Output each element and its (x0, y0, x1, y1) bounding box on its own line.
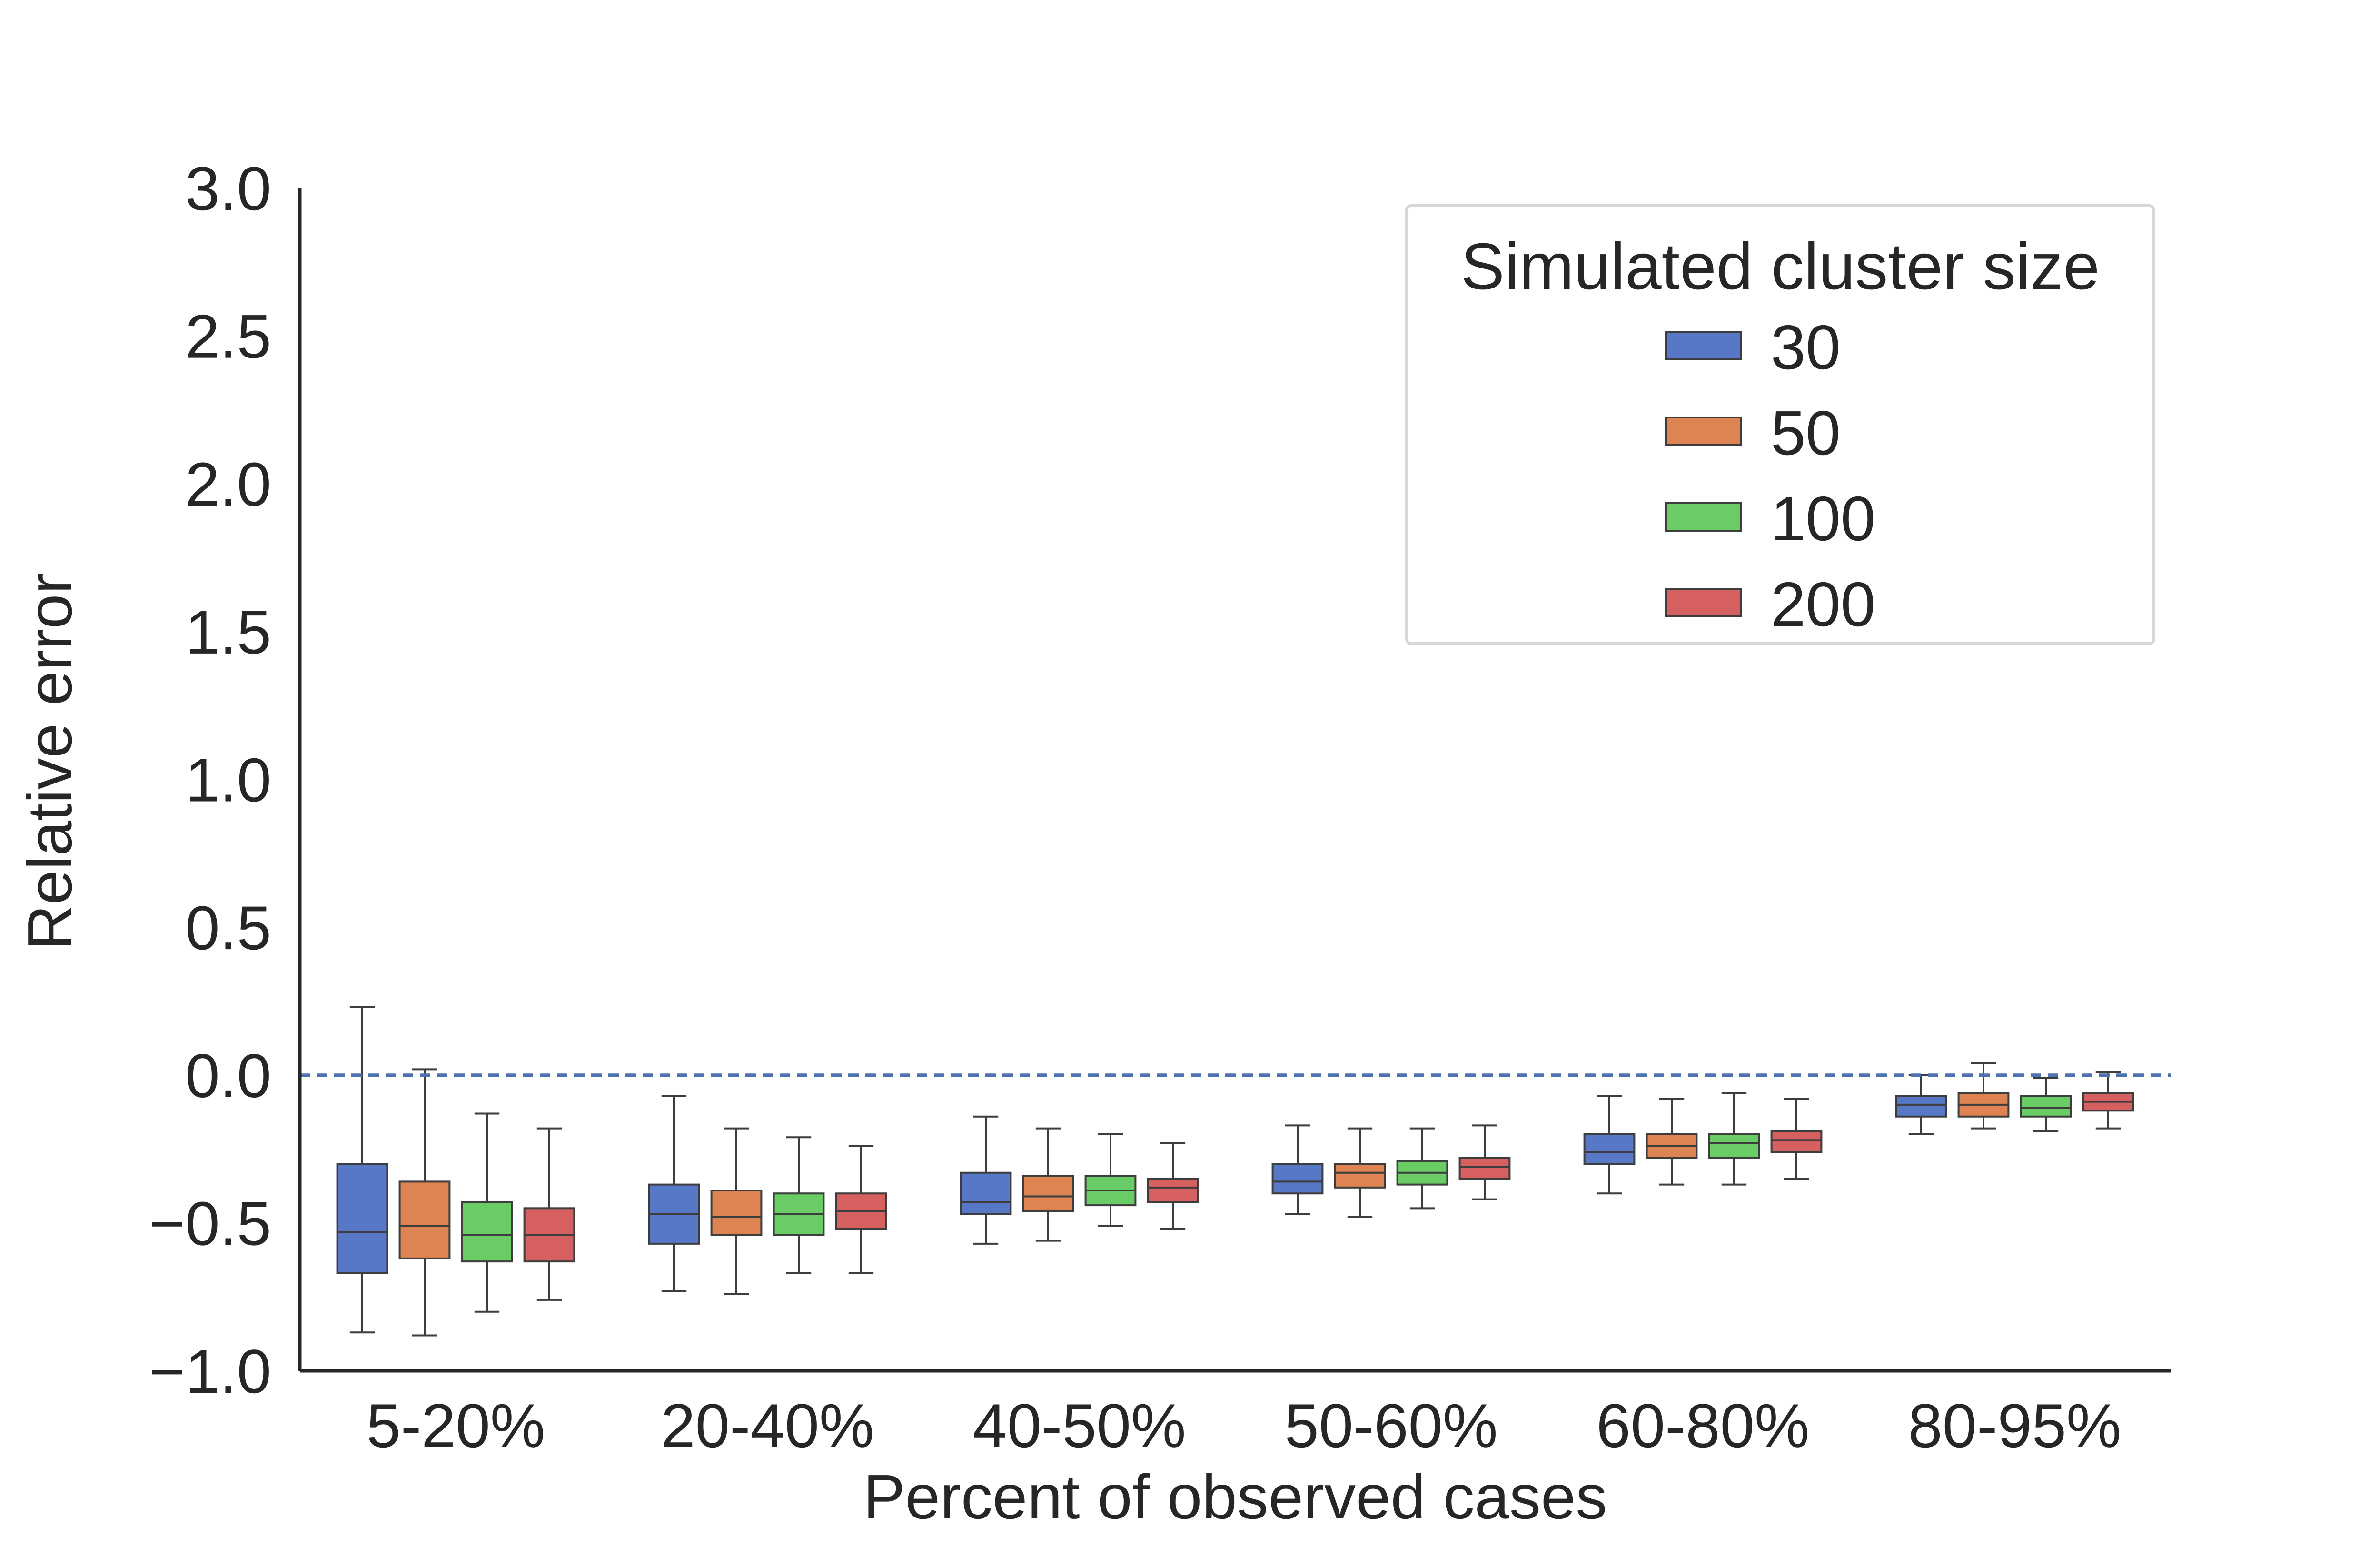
x-tick-label: 80-95% (1908, 1391, 2121, 1460)
box-200-3 (1458, 1124, 1511, 1200)
box-100-4 (1708, 1092, 1760, 1186)
box-body (1708, 1133, 1760, 1159)
y-axis-ticks: 3.0 2.5 2.0 1.5 1.0 0.5 0.0 −0.5 −1.0 (149, 154, 271, 1406)
x-tick-label: 40-50% (972, 1391, 1186, 1460)
y-axis-label: Relative error (15, 573, 85, 950)
box-100-5 (2020, 1077, 2072, 1132)
x-axis-label: Percent of observed cases (863, 1462, 1607, 1532)
box-30-3 (1271, 1124, 1324, 1215)
box-body (1458, 1157, 1511, 1180)
box-body (1147, 1178, 1199, 1203)
y-tick-label: 1.0 (185, 745, 271, 815)
box-200-1 (835, 1145, 887, 1274)
box-body (1271, 1163, 1324, 1195)
box-30-1 (648, 1095, 700, 1292)
y-tick-label: 3.0 (185, 154, 271, 223)
legend-title: Simulated cluster size (1461, 230, 2100, 303)
box-50-4 (1646, 1098, 1698, 1186)
box-30-5 (1895, 1074, 1947, 1135)
legend-swatch (1665, 331, 1742, 360)
x-axis-ticks: 5-20% 20-40% 40-50% 50-60% 60-80% 80-95% (367, 1391, 2122, 1460)
box-body (1895, 1095, 1947, 1118)
box-body (461, 1201, 513, 1263)
box-50-5 (1957, 1062, 2010, 1130)
box-body (710, 1190, 763, 1236)
box-50-3 (1334, 1127, 1386, 1218)
x-tick-label: 20-40% (661, 1391, 874, 1460)
box-200-5 (2082, 1071, 2134, 1130)
legend-label: 30 (1771, 312, 1841, 382)
box-body (960, 1171, 1012, 1215)
box-100-3 (1396, 1127, 1448, 1210)
legend: Simulated cluster size 30 50 100 200 (1405, 204, 2155, 645)
box-200-4 (1770, 1098, 1823, 1180)
box-100-1 (773, 1136, 825, 1274)
y-tick-label: 2.5 (185, 302, 271, 371)
y-tick-label: 1.5 (185, 597, 271, 667)
legend-swatch (1665, 502, 1742, 532)
box-50-2 (1022, 1127, 1074, 1242)
y-tick-label: 0.5 (185, 893, 271, 962)
legend-frame (1405, 204, 2155, 645)
y-tick-label: 2.0 (185, 449, 271, 519)
box-200-0 (523, 1127, 575, 1301)
box-50-1 (710, 1127, 763, 1295)
y-tick-label: 0.0 (185, 1041, 271, 1111)
box-body (1770, 1130, 1823, 1153)
x-tick-label: 50-60% (1284, 1391, 1497, 1460)
x-tick-label: 60-80% (1596, 1391, 1809, 1460)
box-30-0 (336, 1006, 388, 1334)
box-30-2 (960, 1115, 1012, 1245)
box-body (398, 1180, 451, 1259)
legend-label: 200 (1771, 569, 1875, 639)
box-body (2020, 1095, 2072, 1118)
box-body (1022, 1174, 1074, 1212)
y-tick-label: −1.0 (149, 1337, 271, 1406)
box-50-0 (398, 1068, 451, 1337)
legend-label: 50 (1771, 398, 1841, 468)
x-tick-label: 5-20% (367, 1391, 545, 1460)
box-plot-series (336, 1006, 2134, 1337)
box-body (336, 1163, 388, 1274)
box-body (1583, 1133, 1636, 1165)
legend-swatch (1665, 588, 1742, 617)
box-body (1334, 1163, 1386, 1189)
box-30-4 (1583, 1095, 1636, 1195)
y-tick-label: −0.5 (149, 1189, 271, 1258)
legend-items: 30 50 100 200 (1665, 312, 1875, 639)
box-200-2 (1147, 1142, 1199, 1230)
legend-label: 100 (1771, 484, 1875, 554)
box-100-0 (461, 1112, 513, 1313)
box-100-2 (1084, 1133, 1137, 1227)
legend-swatch (1665, 416, 1742, 446)
